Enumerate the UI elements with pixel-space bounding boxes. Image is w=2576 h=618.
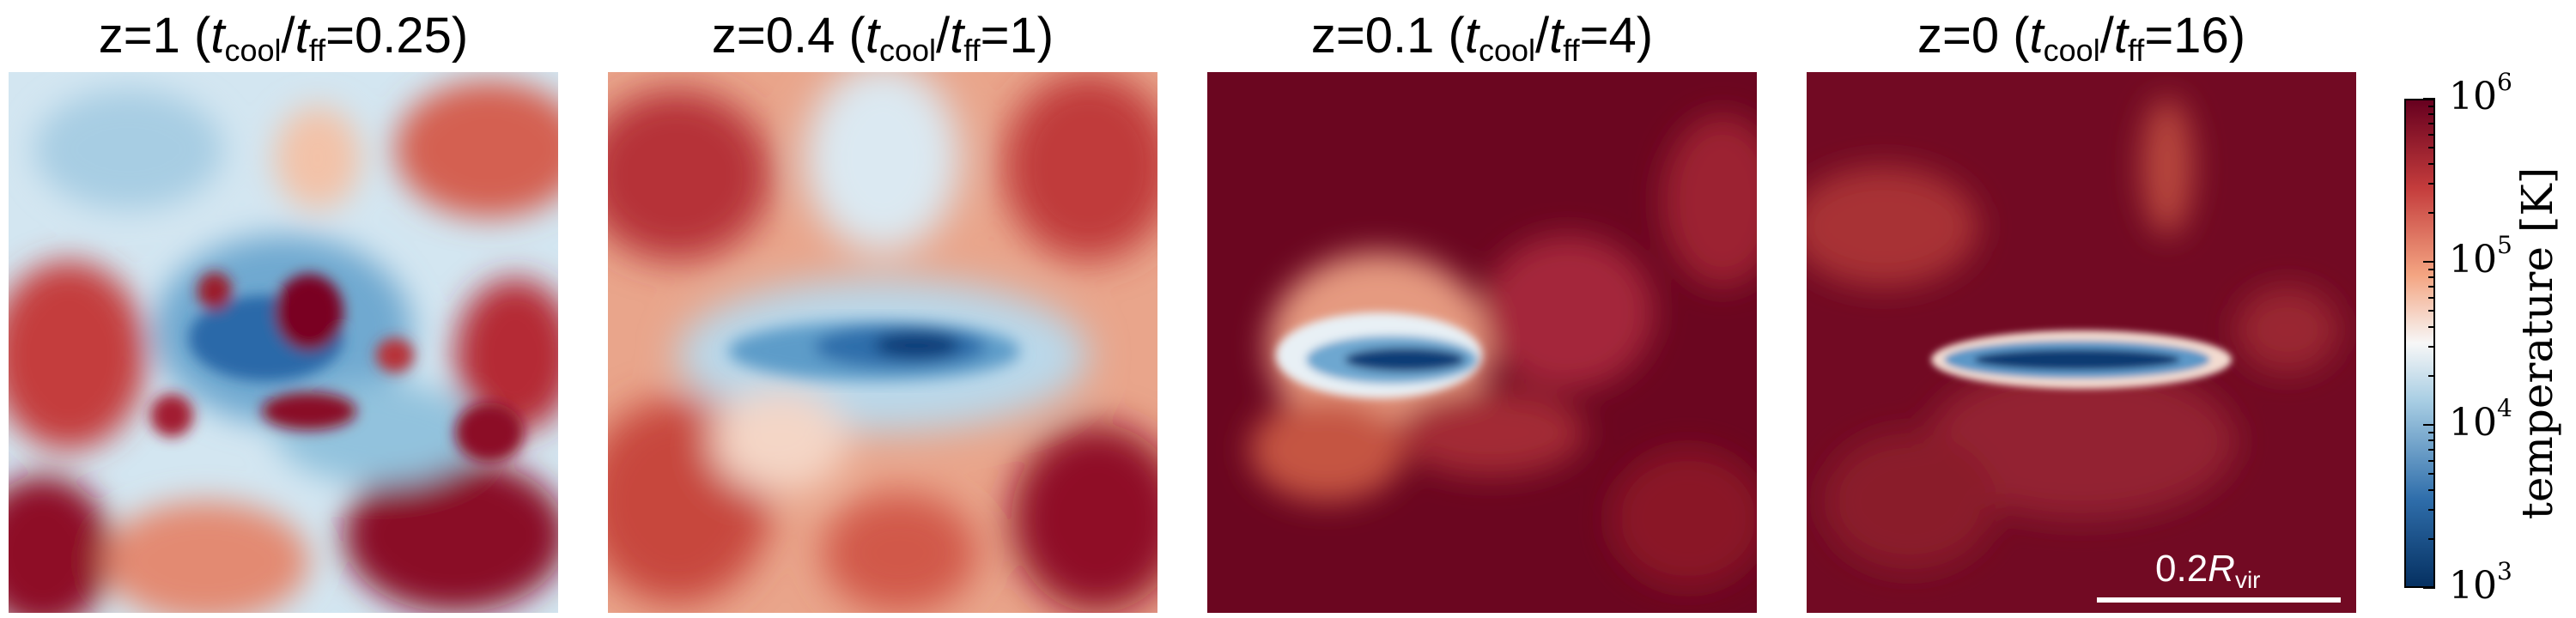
temperature-map-z04 [608,72,1157,613]
colorbar-minor-tick [2428,211,2435,214]
colorbar-tick-label: 106 [2449,68,2512,119]
colorbar-major-tick [2423,424,2435,426]
colorbar-minor-tick [2428,374,2435,377]
colorbar-minor-tick [2428,460,2435,463]
colorbar-minor-tick [2428,310,2435,312]
colorbar-tick-label: 103 [2449,557,2512,609]
colorbar-minor-tick [2428,134,2435,136]
temperature-map-z1 [9,72,558,613]
colorbar-major-tick [2423,587,2435,589]
colorbar-minor-tick [2428,276,2435,279]
colorbar-minor-tick [2428,449,2435,451]
colorbar-minor-tick [2428,325,2435,328]
colorbar-minor-tick [2428,162,2435,165]
colorbar-tick-label: 104 [2449,394,2512,445]
colorbar-minor-tick [2428,431,2435,433]
scale-bar-label: 0.2Rvir [2155,548,2261,593]
colorbar-minor-tick [2428,473,2435,476]
colorbar-minor-tick [2428,147,2435,149]
colorbar-minor-tick [2428,123,2435,125]
panel-title-4: z=0 (tcool/tff=16) [1917,8,2246,68]
colorbar-major-tick [2423,98,2435,100]
colorbar-minor-tick [2428,105,2435,107]
temperature-map-z01 [1207,72,1757,613]
colorbar-minor-tick [2428,113,2435,116]
temperature-map-z0 [1807,72,2356,613]
panel-title-3: z=0.1 (tcool/tff=4) [1310,8,1654,68]
colorbar-minor-tick [2428,439,2435,442]
colorbar [2404,99,2435,588]
colorbar-minor-tick [2428,488,2435,491]
colorbar-minor-tick [2428,286,2435,288]
scale-bar [2097,597,2341,603]
colorbar-tick-label: 105 [2449,231,2512,282]
panel-title-2: z=0.4 (tcool/tff=1) [711,8,1054,68]
colorbar-minor-tick [2428,297,2435,300]
colorbar-minor-tick [2428,268,2435,270]
colorbar-label: temperature [K] [2512,167,2562,520]
colorbar-major-tick [2423,261,2435,263]
colorbar-minor-tick [2428,509,2435,512]
colorbar-minor-tick [2428,183,2435,185]
colorbar-minor-tick [2428,346,2435,348]
panel-title-1: z=1 (tcool/tff=0.25) [98,8,469,68]
colorbar-minor-tick [2428,537,2435,540]
